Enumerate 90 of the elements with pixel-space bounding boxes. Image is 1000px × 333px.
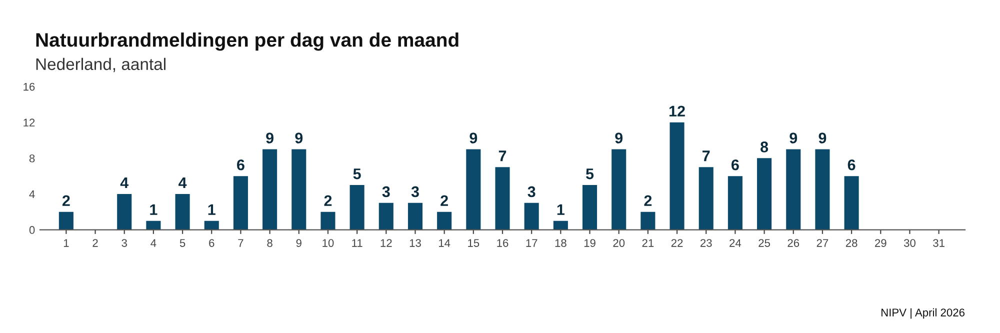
data-label: 9 — [790, 132, 798, 144]
bar — [437, 212, 452, 230]
data-label: 4 — [178, 178, 187, 188]
y-tick-label: 16 — [24, 82, 35, 91]
data-label: 1 — [557, 204, 564, 215]
bar — [350, 185, 364, 230]
x-tick-label: 22 — [671, 239, 683, 247]
x-tick-label: 21 — [642, 239, 654, 247]
data-label: 3 — [382, 186, 390, 198]
x-tick-label: 13 — [410, 239, 421, 247]
x-tick-label: 24 — [730, 239, 742, 247]
data-label: 7 — [498, 150, 506, 162]
data-label: 2 — [324, 195, 332, 206]
x-tick-label: 31 — [933, 239, 944, 247]
x-tick-label: 8 — [267, 239, 272, 247]
x-tick-label: 23 — [700, 239, 712, 247]
data-label: 3 — [411, 186, 419, 198]
x-tick-label: 26 — [788, 239, 800, 247]
x-tick-label: 6 — [209, 239, 214, 247]
data-label: 6 — [237, 159, 244, 170]
x-tick-label: 29 — [875, 239, 886, 247]
x-tick-label: 4 — [150, 239, 156, 247]
data-label: 1 — [208, 204, 216, 215]
data-label: 12 — [669, 106, 685, 116]
data-label: 7 — [702, 150, 710, 162]
x-tick-label: 15 — [468, 239, 480, 247]
y-tick-label: 8 — [29, 154, 35, 162]
x-tick-label: 19 — [584, 239, 596, 247]
data-label: 8 — [760, 142, 768, 152]
data-label: 6 — [732, 159, 739, 170]
bar — [466, 149, 481, 230]
x-tick-label: 9 — [296, 239, 302, 247]
bar — [728, 176, 742, 230]
bar — [378, 202, 394, 230]
bar — [844, 176, 859, 230]
x-tick-label: 1 — [64, 239, 69, 247]
x-tick-label: 27 — [816, 239, 828, 247]
x-tick-label: 30 — [904, 239, 916, 247]
data-label: 9 — [615, 132, 623, 144]
bar — [786, 149, 801, 230]
data-label: 9 — [266, 132, 274, 144]
bar — [262, 149, 278, 230]
bar — [815, 149, 830, 230]
x-tick-label: 28 — [846, 239, 858, 247]
data-label: 1 — [150, 204, 158, 215]
bar — [612, 149, 626, 230]
bar — [320, 212, 336, 230]
x-tick-label: 3 — [122, 239, 127, 247]
x-tick-label: 5 — [180, 239, 186, 247]
data-label: 3 — [528, 186, 536, 198]
data-label: 9 — [818, 132, 826, 144]
bar — [670, 122, 684, 230]
data-label: 4 — [120, 178, 129, 188]
chart-title: Natuurbrandmeldingen per dag van de maand — [36, 32, 458, 51]
x-tick-label: 18 — [555, 239, 566, 247]
bar — [582, 185, 598, 230]
bar — [757, 158, 772, 230]
bar — [58, 212, 74, 230]
bar — [292, 149, 306, 230]
data-label: 2 — [440, 195, 448, 206]
bar — [524, 202, 539, 230]
bar — [175, 194, 190, 230]
x-tick-label: 12 — [380, 239, 392, 247]
x-tick-label: 2 — [92, 239, 98, 247]
x-tick-label: 25 — [758, 239, 770, 247]
bar — [233, 176, 248, 230]
data-label: 2 — [62, 195, 70, 206]
bar — [408, 202, 423, 230]
y-tick-label: 0 — [29, 226, 35, 234]
bar — [117, 194, 132, 230]
x-tick-label: 16 — [497, 239, 508, 247]
data-label: 2 — [644, 195, 652, 206]
data-label: 9 — [295, 132, 303, 144]
bar — [698, 167, 714, 230]
bar — [640, 212, 656, 230]
x-tick-label: 20 — [613, 239, 625, 247]
x-tick-label: 11 — [352, 239, 362, 247]
chart-subtitle: Nederland, aantal — [36, 58, 166, 72]
x-tick-label: 10 — [322, 239, 334, 247]
data-label: 5 — [353, 168, 361, 180]
text: NIPV | April 2026 — [882, 308, 965, 319]
data-label: 5 — [586, 168, 594, 180]
x-tick-label: 14 — [438, 239, 450, 247]
y-tick-label: 4 — [29, 190, 35, 198]
x-tick-label: 7 — [238, 239, 244, 247]
y-tick-label: 12 — [24, 118, 35, 126]
x-tick-label: 17 — [526, 239, 538, 247]
bar — [495, 167, 510, 230]
data-label: 9 — [470, 132, 478, 144]
data-label: 6 — [848, 159, 856, 170]
